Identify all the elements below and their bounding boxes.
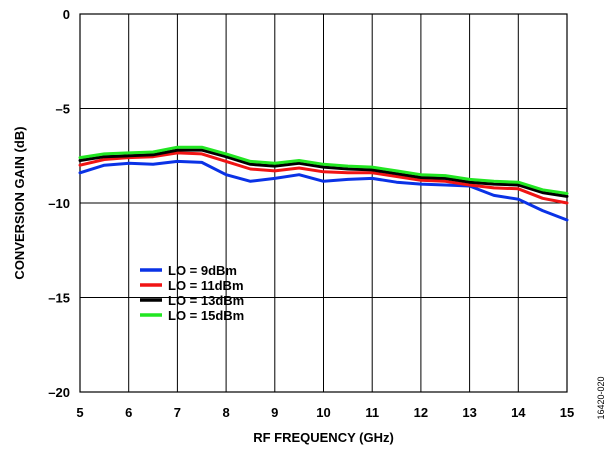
x-tick-label: 5 <box>76 405 83 420</box>
x-tick-label: 15 <box>560 405 574 420</box>
x-tick-label: 8 <box>222 405 229 420</box>
series-line-9dbm <box>78 159 569 222</box>
y-tick-label: –20 <box>48 385 70 400</box>
x-tick-label: 7 <box>174 405 181 420</box>
x-tick-label: 12 <box>414 405 428 420</box>
series-line-13dbm <box>78 148 569 198</box>
x-tick-label: 10 <box>316 405 330 420</box>
y-tick-label: –10 <box>48 196 70 211</box>
x-tick-label: 13 <box>462 405 476 420</box>
x-tick-label: 14 <box>511 405 526 420</box>
legend-label: LO = 9dBm <box>168 263 237 278</box>
grid <box>79 13 568 393</box>
x-tick-label: 11 <box>365 405 379 420</box>
figure-id: 16420-020 <box>596 376 606 419</box>
x-tick-label: 9 <box>271 405 278 420</box>
y-axis-title: CONVERSION GAIN (dB) <box>12 126 27 279</box>
x-tick-label: 6 <box>125 405 132 420</box>
series-line-11dbm <box>78 151 569 205</box>
y-tick-label: 0 <box>63 7 70 22</box>
series-line-15dbm <box>78 145 569 195</box>
y-tick-labels: 0 –5 –10 –15 –20 <box>48 7 70 400</box>
y-tick-label: –5 <box>56 102 70 117</box>
legend-label: LO = 13dBm <box>168 293 244 308</box>
legend-label: LO = 11dBm <box>168 278 244 293</box>
series-layer <box>78 145 569 222</box>
y-tick-label: –15 <box>48 291 70 306</box>
x-tick-labels: 5 6 7 8 9 10 11 12 13 14 15 <box>76 405 574 420</box>
x-axis-title: RF FREQUENCY (GHz) <box>253 430 394 445</box>
legend-label: LO = 15dBm <box>168 308 244 323</box>
